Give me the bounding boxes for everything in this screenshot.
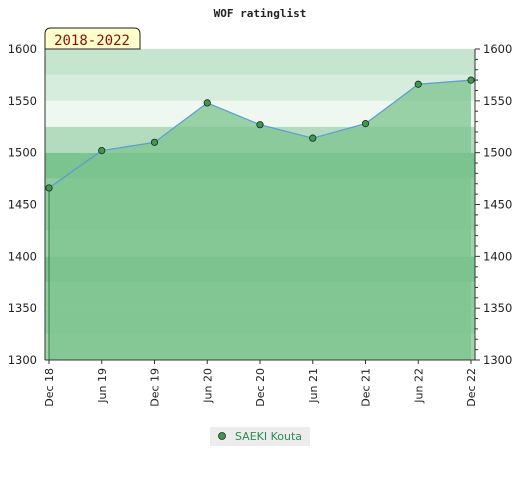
y-tick-label: 1550 — [8, 94, 37, 108]
x-tick-label: Jun 19 — [96, 368, 109, 404]
y-tick-label: 1600 — [483, 42, 512, 56]
y-tick-labels-left: 1300 1350 1400 1450 1500 1550 1600 — [8, 42, 37, 367]
legend-label: SAEKI Kouta — [235, 430, 302, 443]
x-tick-labels: Dec 18 Jun 19 Dec 19 Jun 20 Dec 20 Jun 21 Dec … — [43, 368, 478, 407]
y-tick-label: 1600 — [8, 42, 37, 56]
x-tick-label: Dec 22 — [465, 368, 478, 407]
axes — [44, 48, 480, 364]
area-layer — [48, 80, 471, 360]
x-tick-label: Jun 20 — [201, 368, 214, 404]
y-tick-labels-right: 1300 1350 1400 1450 1500 1550 1600 — [483, 42, 512, 367]
data-point[interactable] — [256, 121, 264, 129]
y-tick-label: 1450 — [8, 198, 37, 212]
y-tick-label: 1500 — [8, 146, 37, 160]
data-point[interactable] — [361, 120, 370, 128]
period-badge: 2018-2022 — [44, 27, 141, 50]
x-tick-label: Dec 21 — [360, 368, 373, 407]
y-tick-label: 1300 — [8, 353, 37, 367]
series-area — [49, 80, 471, 360]
data-point[interactable] — [98, 146, 106, 155]
legend-marker — [218, 432, 226, 440]
y-tick-label: 1350 — [8, 301, 37, 315]
y-tick-label: 1500 — [483, 146, 512, 160]
background-band — [45, 49, 475, 75]
data-point[interactable] — [45, 184, 53, 192]
y-tick-label: 1350 — [483, 301, 512, 315]
x-tick-label: Dec 20 — [254, 368, 267, 407]
x-tick-label: Dec 19 — [149, 368, 162, 407]
data-point[interactable] — [467, 76, 475, 84]
y-tick-label: 1450 — [483, 198, 512, 212]
y-tick-label: 1300 — [483, 353, 512, 367]
x-tick-label: Dec 18 — [43, 368, 56, 407]
data-point[interactable] — [203, 99, 211, 107]
data-point[interactable] — [414, 80, 422, 88]
y-tick-label: 1400 — [483, 249, 512, 263]
data-point[interactable] — [150, 138, 159, 146]
period-label: 2018-2022 — [54, 33, 130, 49]
marker-layer — [45, 76, 475, 192]
data-point[interactable] — [309, 134, 317, 142]
y-tick-label: 1400 — [8, 249, 37, 263]
chart-title: WOF ratinglist — [214, 7, 307, 20]
x-tick-label: Jun 22 — [412, 368, 425, 404]
y-tick-label: 1550 — [483, 94, 512, 108]
legend: SAEKI Kouta — [210, 427, 310, 446]
x-tick-label: Jun 21 — [307, 368, 320, 404]
